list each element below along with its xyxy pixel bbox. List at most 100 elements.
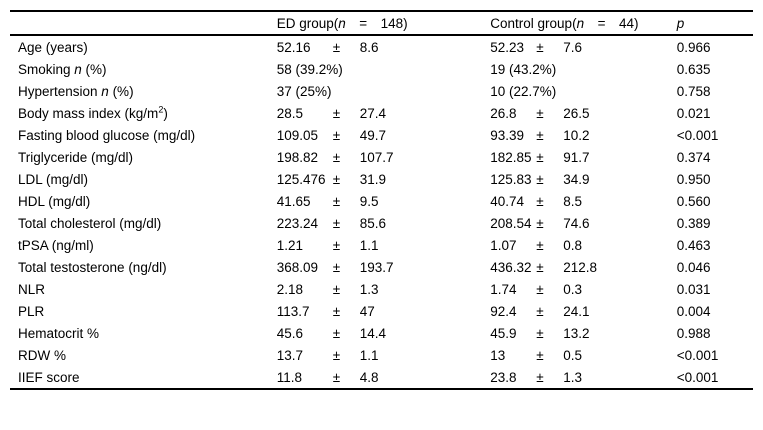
mean-value: 436.32 [490, 259, 532, 275]
sd-value: 1.1 [359, 347, 379, 363]
plus-minus: ± [536, 193, 544, 209]
row-label-text: Total cholesterol (mg/dl) [18, 215, 162, 231]
mean-value: 45.9 [490, 325, 517, 341]
row-label-text: RDW % [18, 347, 66, 363]
header-ed-n: n [338, 15, 346, 31]
ed-value-cell: 1.21 ±1.1 [277, 234, 491, 256]
header-row: ED group(n = 148) Control group(n = 44) … [10, 11, 753, 36]
sd-value: 14.4 [359, 325, 386, 341]
row-label: Age (years) [10, 35, 277, 58]
p-value: 0.031 [676, 281, 711, 297]
table-row: Total testosterone (ng/dl) 368.09 ±193.7 43… [10, 256, 753, 278]
plus-minus: ± [536, 105, 544, 121]
table-row: LDL (mg/dl) 125.476 ±31.9 125.83 ±34.9 0.950 [10, 168, 753, 190]
ed-value-cell: 37 (25%) [276, 83, 332, 99]
plus-minus: ± [332, 193, 341, 209]
ed-value-cell: 113.7 ±47 [277, 300, 491, 322]
header-ed-count: = 148) [345, 15, 408, 31]
row-label-superscript: 2 [158, 104, 164, 114]
control-value-cell: 182.85 ±91.7 [490, 146, 677, 168]
plus-minus: ± [332, 105, 341, 121]
row-label-text: PLR [18, 303, 45, 319]
sd-value: 0.5 [563, 347, 583, 363]
sd-value: 107.7 [359, 149, 394, 165]
sd-value: 1.3 [563, 369, 583, 385]
table-row: Age (years) 52.16 ±8.6 52.23 ±7.6 0.966 [10, 35, 753, 58]
mean-value: 208.54 [490, 215, 532, 231]
plus-minus: ± [536, 171, 544, 187]
sd-value: 13.2 [563, 325, 590, 341]
plus-minus: ± [332, 325, 341, 341]
ed-value-cell: 223.24 ±85.6 [277, 212, 491, 234]
mean-value: 52.23 [490, 39, 525, 55]
mean-value: 52.16 [276, 39, 311, 55]
p-value: 0.004 [676, 303, 711, 319]
p-value: 0.758 [676, 83, 711, 99]
plus-minus: ± [332, 149, 341, 165]
table-row: tPSA (ng/ml) 1.21 ±1.1 1.07 ±0.8 0.463 [10, 234, 753, 256]
row-label-text: Hypertension [18, 83, 102, 99]
ed-value-cell: 11.8 ±4.8 [277, 366, 491, 389]
row-label: Hematocrit % [10, 322, 277, 344]
mean-value: 125.83 [490, 171, 532, 187]
table-row: Hematocrit % 45.6 ±14.4 45.9 ±13.2 0.988 [10, 322, 753, 344]
control-value-cell: 19 (43.2%) [490, 61, 557, 77]
ed-value-cell: 28.5 ±27.4 [277, 102, 491, 124]
row-label-text: (%) [108, 83, 134, 99]
sd-value: 1.3 [359, 281, 379, 297]
table-row: RDW % 13.7 ±1.1 13 ±0.5 <0.001 [10, 344, 753, 366]
p-value: 0.046 [676, 259, 711, 275]
mean-value: 45.6 [276, 325, 303, 341]
plus-minus: ± [536, 347, 544, 363]
header-control-text: Control group( [490, 15, 577, 31]
row-label-text: Fasting blood glucose (mg/dl) [18, 127, 196, 143]
table-row: Triglyceride (mg/dl) 198.82 ±107.7 182.85 ±9… [10, 146, 753, 168]
row-label: NLR [10, 278, 277, 300]
control-value-cell: 13 ±0.5 [490, 344, 677, 366]
control-value-cell: 52.23 ±7.6 [490, 35, 677, 58]
plus-minus: ± [536, 39, 544, 55]
p-value: <0.001 [676, 127, 719, 143]
header-p-label: p [676, 15, 685, 31]
plus-minus: ± [332, 281, 341, 297]
row-label: Fasting blood glucose (mg/dl) [10, 124, 277, 146]
sd-value: 34.9 [563, 171, 590, 187]
ed-value-cell: 109.05 ±49.7 [277, 124, 491, 146]
sd-value: 193.7 [359, 259, 394, 275]
row-label: Total testosterone (ng/dl) [10, 256, 277, 278]
row-label-text: Hematocrit % [18, 325, 100, 341]
mean-value: 13.7 [276, 347, 303, 363]
mean-value: 113.7 [276, 303, 310, 319]
sd-value: 0.3 [563, 281, 583, 297]
row-label: PLR [10, 300, 277, 322]
plus-minus: ± [332, 237, 341, 253]
plus-minus: ± [332, 39, 341, 55]
mean-value: 93.39 [490, 127, 525, 143]
control-value-cell: 23.8 ±1.3 [490, 366, 677, 389]
mean-value: 198.82 [276, 149, 318, 165]
plus-minus: ± [536, 237, 544, 253]
header-control-n: n [576, 15, 585, 31]
control-value-cell: 125.83 ±34.9 [490, 168, 677, 190]
sd-value: 7.6 [563, 39, 583, 55]
plus-minus: ± [332, 127, 341, 143]
p-value: 0.988 [676, 325, 711, 341]
row-label: Triglyceride (mg/dl) [10, 146, 277, 168]
sd-value: 1.1 [359, 237, 379, 253]
table-row: NLR 2.18 ±1.3 1.74 ±0.3 0.031 [10, 278, 753, 300]
ed-value-cell: 368.09 ±193.7 [277, 256, 491, 278]
results-table: ED group(n = 148) Control group(n = 44) … [10, 10, 753, 390]
control-value-cell: 26.8 ±26.5 [490, 102, 677, 124]
row-label-text: tPSA (ng/ml) [18, 237, 94, 253]
table-body: Age (years) 52.16 ±8.6 52.23 ±7.6 0.966 Smokin… [10, 35, 753, 389]
plus-minus: ± [332, 215, 341, 231]
row-label: Total cholesterol (mg/dl) [10, 212, 277, 234]
plus-minus: ± [536, 369, 544, 385]
header-ed-group: ED group(n = 148) [276, 11, 491, 36]
control-value-cell: 45.9 ±13.2 [490, 322, 677, 344]
row-label: Smoking n (%) [10, 58, 277, 80]
row-label: HDL (mg/dl) [10, 190, 277, 212]
row-label: Body mass index (kg/m2) [10, 102, 277, 124]
row-label-text: IIEF score [18, 369, 80, 385]
sd-value: 26.5 [563, 105, 590, 121]
